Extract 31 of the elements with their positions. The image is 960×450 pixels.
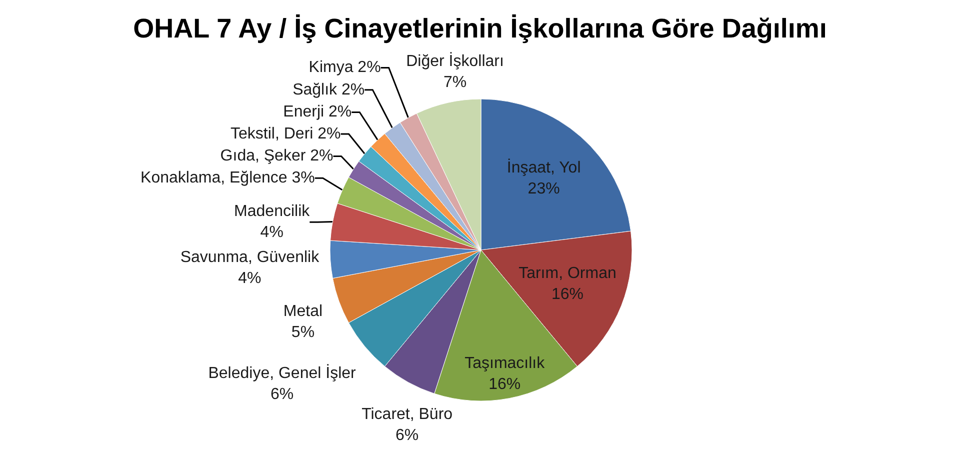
data-label: 2% bbox=[358, 59, 381, 76]
slice-label: Savunma, Güvenlik bbox=[180, 249, 320, 266]
data-label: 2% bbox=[318, 125, 341, 142]
slice-label: Tarım, Orman bbox=[518, 265, 616, 282]
data-label: 7% bbox=[443, 74, 467, 91]
data-label: 4% bbox=[260, 224, 284, 242]
slice-label: Konaklama, Eğlence bbox=[140, 170, 288, 187]
data-label: 6% bbox=[396, 427, 419, 444]
slice-label: İnşaat, Yol bbox=[506, 158, 581, 177]
data-label: 2% bbox=[328, 104, 352, 121]
data-label: 23% bbox=[528, 180, 560, 198]
data-label: 6% bbox=[270, 386, 294, 404]
slice-label: Ticaret, Büro bbox=[362, 406, 453, 424]
slice-label: Sağlık bbox=[292, 81, 338, 98]
slice-label: Madencilik bbox=[234, 203, 311, 220]
slice-label: Taşımacılık bbox=[464, 354, 546, 372]
data-label: 3% bbox=[292, 170, 315, 187]
slice-label: Diğer İşkolları bbox=[406, 52, 504, 70]
slice-label: Tekstil, Deri bbox=[230, 125, 314, 142]
slice-label: Gıda, Şeker bbox=[220, 148, 306, 165]
data-label: 5% bbox=[291, 324, 315, 341]
data-label: 2% bbox=[341, 81, 365, 98]
chart-title: OHAL 7 Ay / İş Cinayetlerinin İşkollarına Göre Dağılımı bbox=[133, 14, 827, 44]
slice-label: Belediye, Genel İşler bbox=[208, 364, 357, 382]
data-label: 4% bbox=[238, 270, 262, 288]
slice-label: Metal bbox=[283, 302, 323, 320]
data-label: 2% bbox=[310, 148, 334, 165]
data-label: 16% bbox=[488, 376, 521, 393]
slice-label: Enerji bbox=[283, 104, 324, 121]
slice-label: Kimya bbox=[308, 59, 354, 76]
data-label: 16% bbox=[551, 286, 584, 304]
